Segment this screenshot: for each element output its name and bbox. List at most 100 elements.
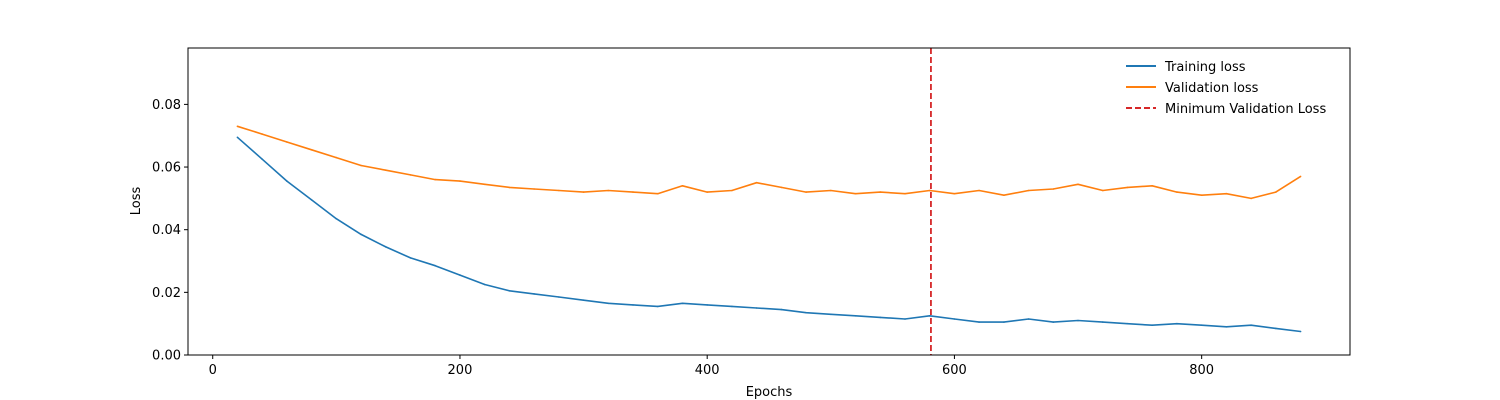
data-point	[1225, 326, 1228, 328]
data-point	[1027, 189, 1030, 192]
data-point	[582, 191, 585, 193]
plot-frame	[187, 47, 1351, 356]
data-point	[1126, 186, 1129, 189]
data-point	[1052, 321, 1055, 323]
data-point	[1275, 327, 1277, 330]
data-point	[459, 274, 461, 276]
data-point	[1102, 321, 1104, 323]
data-point	[656, 192, 659, 195]
data-point	[755, 181, 758, 184]
data-point	[953, 318, 956, 320]
data-point	[434, 178, 437, 181]
data-point	[1250, 324, 1252, 327]
data-point	[236, 136, 239, 139]
data-point	[805, 191, 807, 193]
data-point	[854, 315, 857, 317]
data-point	[1102, 189, 1104, 192]
data-point	[607, 189, 610, 192]
legend-label-min-val: Minimum Validation Loss	[1165, 102, 1326, 117]
legend: Training loss Validation loss Minimum Va…	[1126, 60, 1326, 117]
data-point	[385, 169, 387, 171]
data-point	[1003, 321, 1005, 323]
data-point	[1151, 324, 1153, 327]
data-point	[607, 302, 610, 305]
data-point	[706, 304, 708, 306]
legend-label-validation: Validation loss	[1165, 81, 1259, 96]
data-point	[558, 189, 560, 192]
data-point	[1200, 324, 1203, 327]
x-tick-label: 800	[1189, 363, 1214, 378]
data-point	[1052, 188, 1055, 190]
data-point	[978, 189, 980, 192]
data-point	[1003, 194, 1005, 196]
data-point	[904, 318, 906, 320]
data-point	[854, 192, 857, 195]
data-point	[409, 174, 412, 176]
data-point	[582, 299, 585, 302]
data-point	[1126, 322, 1129, 325]
data-point	[1077, 183, 1079, 186]
data-point	[904, 192, 906, 195]
tick-layer: 0 200 400 600 800 0.00 0.02 0.04 0.06 0.08	[152, 98, 1214, 378]
data-point	[385, 246, 387, 248]
data-point	[805, 311, 807, 314]
data-point	[1077, 319, 1079, 322]
data-point	[558, 296, 560, 298]
data-point	[236, 125, 239, 128]
data-point	[533, 293, 535, 295]
data-point	[335, 156, 338, 159]
data-point	[706, 191, 708, 193]
data-point	[755, 307, 758, 309]
data-point	[632, 191, 634, 193]
data-point	[681, 185, 684, 187]
data-point	[1151, 185, 1153, 187]
data-point	[261, 158, 264, 160]
x-tick-label: 200	[448, 363, 473, 378]
legend-label-training: Training loss	[1164, 60, 1246, 75]
data-point	[830, 313, 832, 316]
data-point	[335, 217, 338, 220]
data-point	[1027, 318, 1030, 320]
series-line-0	[236, 136, 1301, 333]
data-point	[533, 188, 535, 190]
data-point	[310, 199, 313, 201]
x-tick-label: 0	[209, 363, 217, 378]
data-point	[1225, 192, 1228, 195]
data-point	[261, 133, 264, 135]
data-point	[1176, 322, 1178, 325]
data-point	[409, 257, 412, 259]
data-point	[1176, 191, 1178, 193]
data-point	[1299, 330, 1302, 333]
y-tick-label: 0.04	[152, 223, 181, 238]
data-point	[286, 141, 288, 143]
data-point	[879, 316, 882, 319]
data-point	[731, 305, 733, 308]
data-point	[830, 189, 832, 192]
series-layer	[236, 125, 1302, 333]
data-point	[780, 308, 783, 311]
x-tick-label: 600	[942, 363, 967, 378]
data-point	[483, 283, 486, 286]
data-point	[953, 192, 956, 195]
series-line-1	[237, 125, 1302, 200]
data-point	[286, 180, 288, 182]
data-point	[434, 264, 437, 267]
data-point	[1299, 175, 1302, 178]
x-axis-label: Epochs	[746, 385, 793, 400]
data-point	[483, 183, 486, 186]
y-tick-label: 0.06	[152, 161, 181, 176]
data-point	[1250, 197, 1252, 200]
data-point	[978, 321, 980, 323]
data-point	[632, 304, 634, 306]
data-point	[310, 149, 313, 151]
data-point	[928, 315, 931, 317]
data-point	[360, 233, 362, 236]
data-point	[656, 305, 659, 308]
data-point	[508, 290, 511, 292]
x-tick-label: 400	[695, 363, 720, 378]
y-axis-label: Loss	[129, 187, 144, 216]
data-point	[508, 186, 511, 189]
data-point	[360, 164, 362, 167]
y-tick-label: 0.08	[152, 98, 181, 113]
